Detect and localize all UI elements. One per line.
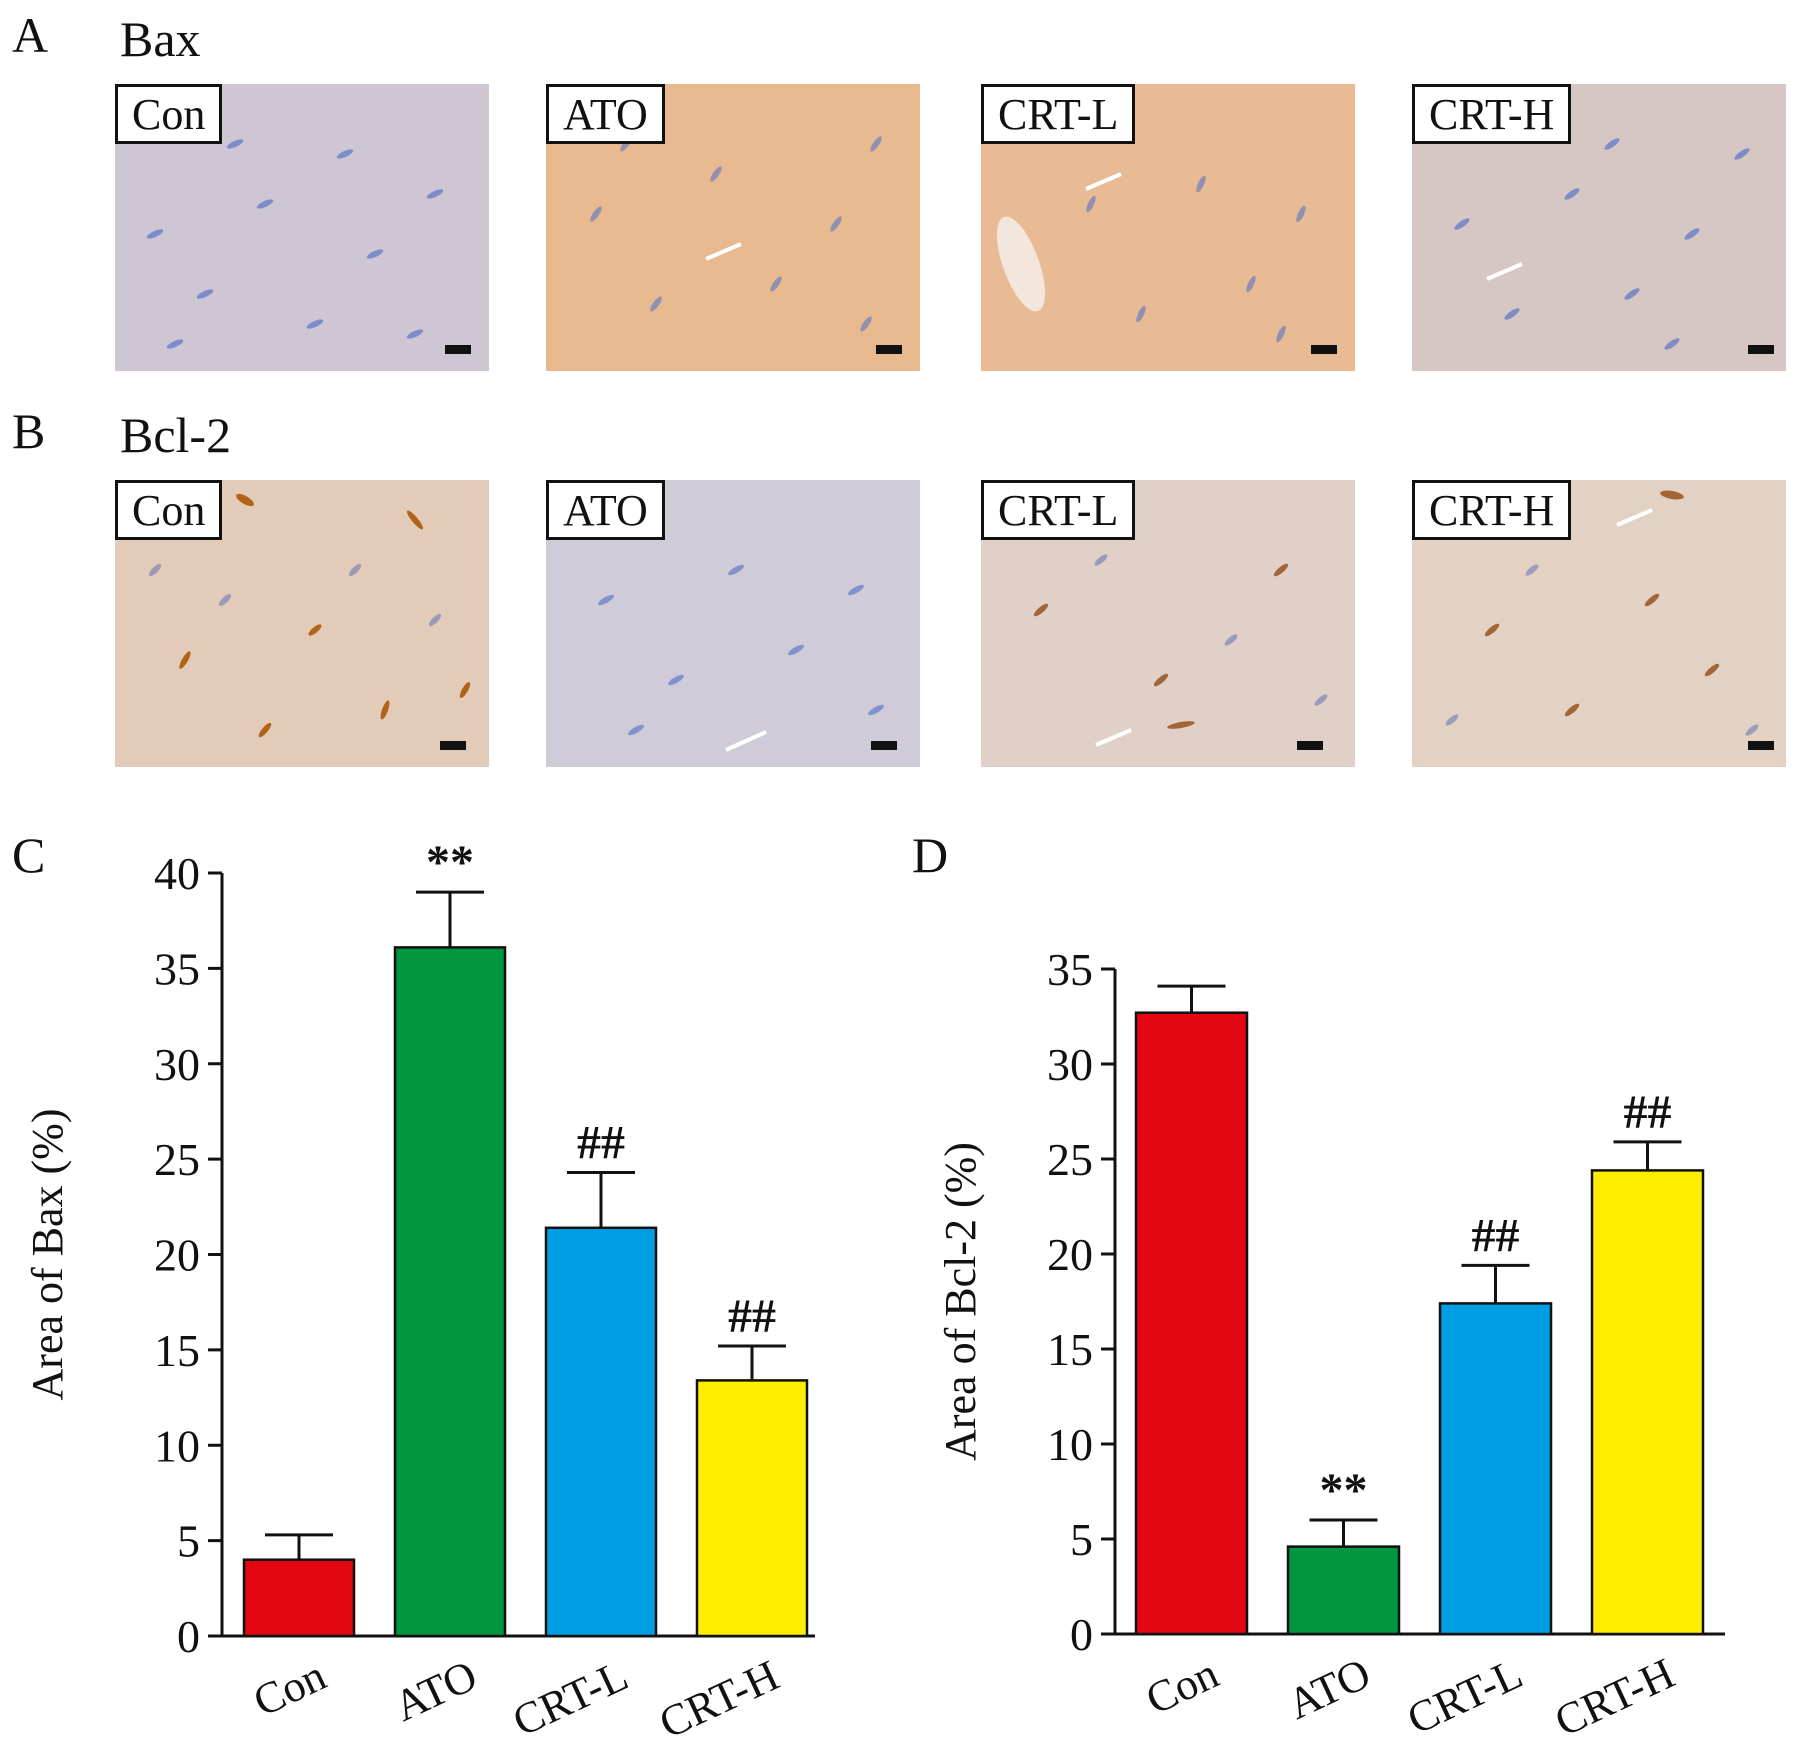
y-tick-label: 30 <box>1047 1039 1093 1090</box>
y-tick-label: 10 <box>1047 1419 1093 1470</box>
bax-crth-micrograph: CRT-H <box>1412 84 1786 371</box>
significance-label: ## <box>728 1290 776 1343</box>
bax-chart-svg: C 0 5 10 15 20 25 30 35 40 Area of Bax (%) Con ** ATO… <box>12 827 815 1748</box>
x-category-label: CRT-H <box>652 1651 786 1748</box>
bcl2-crth-label: CRT-H <box>1412 480 1572 540</box>
significance-label: ** <box>1320 1464 1368 1517</box>
x-category-label: CRT-L <box>505 1651 635 1746</box>
significance-label: ## <box>1624 1086 1672 1139</box>
x-category-label: Con <box>1139 1649 1226 1724</box>
y-tick-label: 40 <box>154 848 200 899</box>
significance-label: ** <box>426 836 474 889</box>
y-tick-label: 25 <box>154 1134 200 1185</box>
y-tick-label: 15 <box>1047 1324 1093 1375</box>
x-category-label: Con <box>246 1651 333 1726</box>
bar <box>544 1226 658 1638</box>
panel-b-title: Bcl-2 <box>120 407 232 463</box>
y-tick-label: 5 <box>177 1516 200 1567</box>
bcl2-con-micrograph: Con <box>115 480 489 767</box>
y-tick-label: 0 <box>177 1611 200 1662</box>
panel-a-title: Bax <box>120 11 201 67</box>
bcl2-bar-chart: D 0 5 10 15 20 25 30 35 Area of Bcl-2 (%) Con ** ATO… <box>895 820 1795 1754</box>
x-category-label: ATO <box>1280 1649 1378 1729</box>
y-axis-label: Area of Bax (%) <box>23 1109 72 1401</box>
bax-ato-label: ATO <box>546 84 665 144</box>
bax-con-micrograph: Con <box>115 84 489 371</box>
y-tick-label: 20 <box>154 1230 200 1281</box>
x-category-label: ATO <box>387 1651 485 1731</box>
panel-letter: D <box>912 827 948 883</box>
y-tick-label: 5 <box>1070 1514 1093 1565</box>
bax-bar-chart: C 0 5 10 15 20 25 30 35 40 Area of Bax (%) Con ** ATO… <box>0 820 880 1754</box>
bar <box>242 1558 356 1638</box>
bax-crth-label: CRT-H <box>1412 84 1572 144</box>
y-tick-label: 0 <box>1070 1609 1093 1660</box>
y-tick-label: 25 <box>1047 1134 1093 1185</box>
bar <box>1590 1169 1705 1636</box>
bar <box>695 1379 809 1638</box>
y-tick-label: 35 <box>154 943 200 994</box>
x-category-label: CRT-H <box>1547 1649 1681 1746</box>
bcl2-con-label: Con <box>115 480 223 540</box>
bcl2-ato-micrograph: ATO <box>546 480 920 767</box>
bcl2-chart-svg: D 0 5 10 15 20 25 30 35 Area of Bcl-2 (%) Con ** ATO… <box>912 827 1725 1746</box>
panel-letter: C <box>12 827 45 883</box>
bax-crtl-label: CRT-L <box>981 84 1136 144</box>
bcl2-ato-label: ATO <box>546 480 665 540</box>
bar <box>1438 1302 1553 1636</box>
bar <box>393 946 507 1638</box>
y-axis-label: Area of Bcl-2 (%) <box>936 1142 985 1461</box>
bax-con-label: Con <box>115 84 223 144</box>
significance-label: ## <box>577 1116 625 1169</box>
y-tick-label: 10 <box>154 1420 200 1471</box>
y-tick-label: 15 <box>154 1325 200 1376</box>
bcl2-crth-micrograph: CRT-H <box>1412 480 1786 767</box>
bcl2-crtl-label: CRT-L <box>981 480 1136 540</box>
bax-crtl-micrograph: CRT-L <box>981 84 1355 371</box>
y-tick-label: 35 <box>1047 944 1093 995</box>
bcl2-crtl-micrograph: CRT-L <box>981 480 1355 767</box>
bax-ato-micrograph: ATO <box>546 84 920 371</box>
panel-a-letter: A <box>12 7 49 63</box>
significance-label: ## <box>1472 1209 1520 1262</box>
y-tick-label: 20 <box>1047 1229 1093 1280</box>
bar <box>1286 1545 1401 1636</box>
y-tick-label: 30 <box>154 1039 200 1090</box>
bar <box>1134 1011 1249 1636</box>
x-category-label: CRT-L <box>1400 1649 1530 1744</box>
panel-b-letter: B <box>12 403 46 459</box>
